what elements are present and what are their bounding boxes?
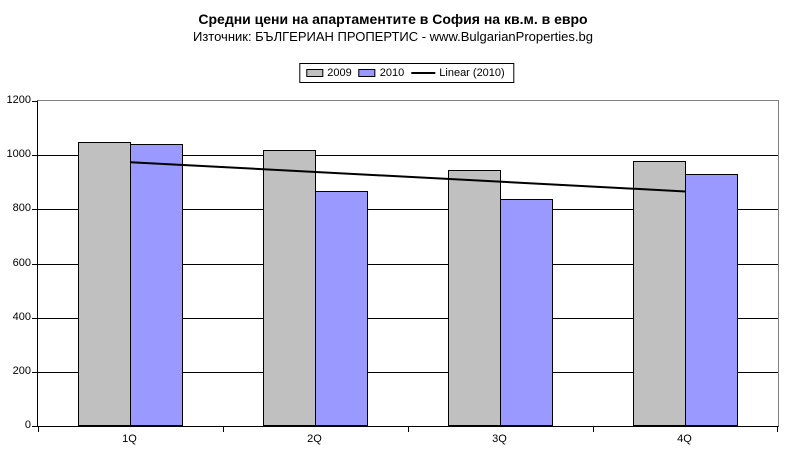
y-axis-label-1200: 1200 (6, 94, 31, 106)
legend-swatch-2010 (358, 69, 376, 77)
y-axis-label-0: 0 (24, 419, 31, 431)
bar-2010-3Q (500, 199, 553, 426)
x-axis-label-4Q: 4Q (677, 433, 692, 445)
x-axis-tick-1 (223, 426, 224, 432)
x-axis-tick-4 (777, 426, 778, 432)
y-axis-tick-200 (32, 372, 38, 373)
y-axis-tick-400 (32, 318, 38, 319)
legend-item-2009: 2009 (306, 67, 352, 79)
x-axis-tick-0 (38, 426, 39, 432)
y-axis-label-200: 200 (12, 364, 31, 377)
bar-2009-1Q (78, 142, 131, 426)
chart-title: Средни цени на апартаментите в София на … (198, 11, 588, 27)
x-axis-tick-3 (593, 426, 594, 432)
chart-subtitle: Източник: БЪЛГЕРИАН ПРОПЕРТИС - www.Bulg… (193, 29, 593, 44)
y-axis-label-800: 800 (12, 202, 31, 215)
bar-2010-2Q (315, 191, 368, 426)
gridline-1000 (38, 155, 778, 156)
bar-2009-4Q (633, 161, 686, 426)
plot-area (32, 100, 779, 432)
gridline-200 (38, 372, 778, 373)
y-axis-label-600: 600 (12, 256, 31, 269)
legend: 2009 2010 Linear (2010) (299, 63, 515, 83)
x-axis-label-2Q: 2Q (307, 433, 322, 445)
x-axis-tick-2 (408, 426, 409, 432)
legend-label-2009: 2009 (327, 67, 352, 79)
legend-item-trendline: Linear (2010) (411, 67, 505, 79)
y-axis-label-1000: 1000 (6, 148, 31, 161)
bar-2009-3Q (448, 170, 501, 426)
y-axis-tick-800 (32, 209, 38, 210)
bar-2010-1Q (130, 144, 183, 426)
y-axis-tick-1000 (32, 155, 38, 156)
legend-item-2010: 2010 (358, 67, 405, 79)
y-axis-tick-1200 (32, 101, 38, 102)
gridline-600 (38, 264, 778, 265)
legend-swatch-trendline (411, 72, 436, 74)
legend-label-trendline: Linear (2010) (439, 67, 505, 79)
y-axis-tick-0 (32, 426, 38, 427)
trendline-linear-2010 (130, 161, 686, 193)
x-axis-label-1Q: 1Q (122, 433, 137, 445)
legend-label-2010: 2010 (379, 67, 405, 79)
bar-2010-4Q (685, 174, 738, 426)
legend-swatch-2009 (306, 69, 324, 77)
y-axis-label-400: 400 (12, 310, 31, 323)
x-axis-label-3Q: 3Q (492, 433, 507, 445)
gridline-800 (38, 209, 778, 210)
y-axis-tick-600 (32, 264, 38, 265)
gridline-400 (38, 318, 778, 319)
bar-2009-2Q (263, 150, 316, 426)
